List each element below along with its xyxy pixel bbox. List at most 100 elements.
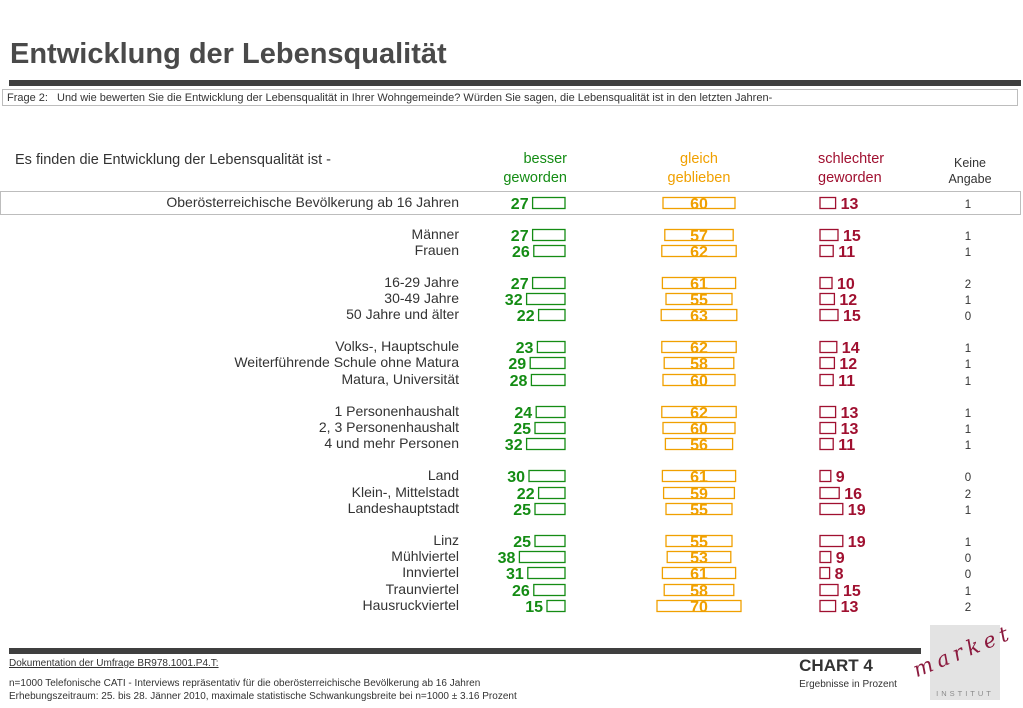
value-gleich: 60 (690, 421, 708, 438)
bar-besser (527, 566, 566, 580)
value-keine-angabe: 1 (965, 586, 971, 598)
value-schlechter: 10 (837, 276, 855, 293)
bar-besser (531, 196, 566, 210)
value-gleich: 60 (690, 196, 708, 213)
value-schlechter: 13 (841, 599, 859, 616)
value-keine-angabe: 1 (965, 408, 971, 420)
bar-schlechter (819, 502, 844, 516)
category-label: Land (428, 467, 459, 483)
value-schlechter: 14 (842, 340, 860, 357)
bar-schlechter (819, 292, 836, 306)
value-besser: 23 (516, 340, 534, 357)
value-schlechter: 8 (835, 566, 844, 583)
value-schlechter: 12 (839, 292, 857, 309)
value-gleich: 56 (690, 437, 708, 454)
value-besser: 27 (511, 276, 529, 293)
value-gleich: 60 (690, 373, 708, 390)
bar-schlechter (819, 196, 837, 210)
category-label: 16-29 Jahre (384, 274, 459, 290)
value-besser: 32 (505, 292, 523, 309)
category-label: Linz (433, 532, 459, 548)
chart-heading: Es finden die Entwicklung der Lebensqual… (15, 152, 331, 168)
value-gleich: 61 (690, 276, 708, 293)
question-text: Und wie bewerten Sie die Entwicklung der… (57, 92, 773, 104)
value-keine-angabe: 2 (965, 279, 971, 291)
column-header-gleich: gleich geblieben (648, 150, 750, 188)
bar-gleich (661, 566, 737, 580)
bar-gleich (662, 421, 736, 435)
value-gleich: 58 (690, 356, 708, 373)
bar-schlechter (819, 550, 832, 564)
bar-besser (537, 308, 566, 322)
bar-besser (528, 469, 566, 483)
value-schlechter: 11 (838, 437, 855, 454)
value-keine-angabe: 1 (965, 343, 971, 355)
bar-besser (534, 502, 566, 516)
value-gleich: 62 (690, 244, 708, 261)
bar-schlechter (819, 228, 839, 242)
value-keine-angabe: 1 (965, 424, 971, 436)
bar-schlechter (819, 566, 831, 580)
bar-gleich (661, 405, 737, 419)
bar-besser (533, 583, 566, 597)
logo-subtitle: INSTITUT (936, 689, 994, 698)
value-schlechter: 19 (848, 534, 866, 551)
bar-schlechter (819, 534, 844, 548)
value-schlechter: 19 (848, 502, 866, 519)
value-schlechter: 16 (844, 486, 862, 503)
value-schlechter: 13 (841, 405, 859, 422)
bar-schlechter (819, 276, 833, 290)
value-keine-angabe: 1 (965, 247, 971, 259)
column-header-schlechter-line2: geworden (818, 170, 882, 186)
category-label: 30-49 Jahre (384, 290, 459, 306)
value-gleich: 59 (690, 486, 708, 503)
value-keine-angabe: 0 (965, 553, 971, 565)
category-label: Innviertel (402, 564, 459, 580)
value-gleich: 55 (690, 534, 708, 551)
page-title: Entwicklung der Lebensqualität (10, 38, 447, 70)
category-label: Oberösterreichische Bevölkerung ab 16 Ja… (166, 194, 459, 210)
value-schlechter: 11 (838, 373, 855, 390)
bar-besser (535, 405, 566, 419)
column-header-schlechter: schlechter geworden (818, 150, 908, 188)
bar-besser (536, 340, 566, 354)
value-besser: 30 (507, 469, 525, 486)
bar-gleich (663, 356, 735, 370)
chart-number: CHART 4 (799, 656, 873, 675)
bar-gleich (662, 196, 736, 210)
footer-doc-link[interactable]: Dokumentation der Umfrage BR978.1001.P4.… (9, 658, 219, 669)
bar-besser (531, 276, 566, 290)
category-label: Volks-, Hauptschule (335, 338, 459, 354)
bar-besser (518, 550, 566, 564)
value-keine-angabe: 1 (965, 231, 971, 243)
bar-gleich (665, 502, 733, 516)
bar-gleich (666, 550, 732, 564)
bar-schlechter (819, 244, 834, 258)
value-gleich: 55 (690, 502, 708, 519)
value-besser: 25 (513, 421, 531, 438)
value-keine-angabe: 1 (965, 376, 971, 388)
column-header-gleich-line1: gleich (680, 151, 718, 167)
bar-gleich (663, 583, 735, 597)
footer-period-note: Erhebungszeitraum: 25. bis 28. Jänner 20… (9, 691, 517, 702)
value-schlechter: 9 (836, 469, 845, 486)
category-label: Matura, Universität (342, 371, 460, 387)
value-gleich: 63 (690, 308, 708, 325)
category-label: 50 Jahre und älter (346, 306, 459, 322)
bar-besser (531, 228, 566, 242)
bar-besser (525, 437, 566, 451)
column-header-keine-angabe: Keine Angabe (935, 155, 1005, 187)
value-keine-angabe: 0 (965, 311, 971, 323)
value-keine-angabe: 2 (965, 602, 971, 614)
bar-gleich (661, 469, 737, 483)
bar-besser (534, 421, 566, 435)
value-keine-angabe: 1 (965, 505, 971, 517)
value-besser: 31 (506, 566, 524, 583)
bar-gleich (664, 437, 734, 451)
value-gleich: 62 (690, 405, 708, 422)
bar-gleich (656, 599, 742, 613)
bar-gleich (660, 308, 738, 322)
value-keine-angabe: 2 (965, 489, 971, 501)
category-label: Landeshauptstadt (348, 500, 459, 516)
